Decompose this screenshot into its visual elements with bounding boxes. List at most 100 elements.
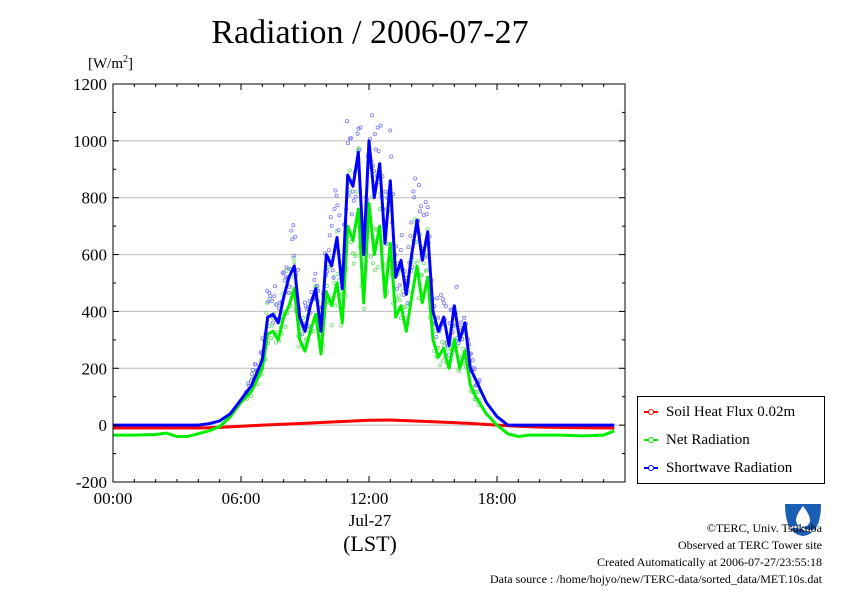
data-point: [332, 206, 337, 211]
data-point: [329, 223, 334, 228]
data-point: [462, 315, 467, 320]
legend: Soil Heat Flux 0.02m Net Radiation Short…: [637, 396, 825, 484]
grid-lines: [113, 140, 625, 426]
footer-copyright: ©TERC, Univ. Tsukuba: [706, 521, 822, 535]
data-point: [283, 324, 288, 329]
data-point: [249, 372, 254, 377]
data-point: [373, 226, 378, 231]
data-point: [324, 283, 329, 288]
data-point: [355, 131, 360, 136]
data-point: [388, 128, 393, 133]
data-point: [296, 267, 301, 272]
data-point: [329, 323, 334, 328]
data-point: [405, 300, 410, 305]
data-point: [397, 298, 402, 303]
data-point: [348, 136, 353, 141]
data-point: [349, 212, 354, 217]
footer-source: Data source : /home/hojyo/new/TERC-data/…: [489, 572, 822, 586]
y-tick-label: 800: [82, 189, 108, 208]
data-point: [246, 381, 251, 386]
data-point: [284, 265, 289, 270]
data-point: [472, 367, 477, 372]
data-point: [441, 301, 446, 306]
y-tick-label: 400: [82, 302, 108, 321]
y-tick-label: 600: [82, 246, 108, 265]
data-point: [335, 203, 340, 208]
data-point: [333, 188, 338, 193]
data-point: [289, 228, 294, 233]
data-point: [291, 223, 296, 228]
data-point: [421, 261, 426, 266]
data-point: [368, 254, 373, 259]
x-tick-label: 18:00: [478, 489, 517, 508]
x-tick-label: 06:00: [222, 489, 261, 508]
data-point: [399, 233, 404, 238]
data-point: [396, 293, 401, 298]
footer-observed: Observed at TERC Tower site: [677, 538, 822, 552]
data-point: [477, 378, 482, 383]
data-point: [253, 362, 258, 367]
data-point: [470, 358, 475, 363]
y-tick-label: 200: [82, 359, 108, 378]
data-point: [408, 233, 413, 238]
data-point: [434, 334, 439, 339]
chart-title: Radiation / 2006-07-27: [211, 14, 529, 51]
data-point: [336, 228, 341, 233]
legend-swatch-shortwave: [644, 465, 658, 471]
data-point: [326, 264, 331, 269]
data-point: [286, 290, 291, 295]
data-point: [354, 189, 359, 194]
legend-label-net: Net Radiation: [666, 431, 750, 448]
data-point: [268, 294, 273, 299]
data-point: [376, 149, 381, 154]
legend-item-shortwave-radiation: Shortwave Radiation: [644, 457, 792, 479]
series-lines: [113, 139, 615, 438]
data-point: [290, 237, 295, 242]
data-point: [280, 271, 285, 276]
data-point: [267, 290, 272, 295]
data-point: [375, 125, 380, 130]
data-point: [347, 168, 352, 173]
data-point: [331, 275, 336, 280]
data-point: [370, 261, 375, 266]
data-point: [435, 296, 440, 301]
data-point: [327, 233, 332, 238]
data-point: [351, 198, 356, 203]
data-point: [334, 193, 339, 198]
x-axis-title: (LST): [343, 531, 397, 556]
data-point: [250, 367, 255, 372]
data-point: [272, 284, 277, 289]
data-point: [335, 271, 340, 276]
data-point: [362, 306, 367, 311]
x-tick-label: 00:00: [94, 489, 133, 508]
data-point: [309, 290, 314, 295]
data-point: [423, 200, 428, 205]
data-point: [418, 204, 423, 209]
data-point: [438, 363, 443, 368]
data-point: [397, 283, 402, 288]
x-axis-date-label: Jul-27: [348, 511, 392, 530]
legend-item-net-radiation: Net Radiation: [644, 429, 750, 451]
data-point: [353, 253, 358, 258]
y-tick-label: 1000: [73, 132, 107, 151]
legend-label-soil: Soil Heat Flux 0.02m: [666, 403, 796, 420]
data-point: [337, 213, 342, 218]
data-point: [271, 320, 276, 325]
data-point: [369, 113, 374, 118]
y-tick-label: -200: [76, 473, 107, 492]
data-point: [270, 298, 275, 303]
data-point: [419, 273, 424, 278]
data-point: [326, 248, 331, 253]
data-point: [273, 340, 278, 345]
series-line-shortwave-radiation: [113, 139, 615, 427]
data-point: [348, 240, 353, 245]
data-point: [272, 294, 277, 299]
legend-label-shortwave: Shortwave Radiation: [666, 459, 793, 476]
data-point: [412, 195, 417, 200]
data-point: [403, 305, 408, 310]
data-point: [291, 255, 296, 260]
data-point: [440, 297, 445, 302]
data-point: [273, 302, 278, 307]
data-point: [292, 253, 297, 258]
